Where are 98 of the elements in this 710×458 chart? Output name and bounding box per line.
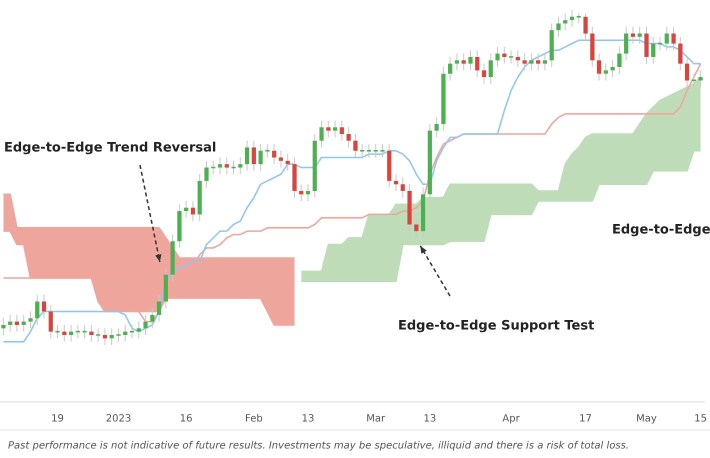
candlestick [89,324,94,342]
candlestick [218,156,222,175]
candlestick [96,328,100,342]
candlestick [76,324,80,339]
candlestick [576,12,581,24]
x-tick-label: 15 [694,414,707,425]
candlestick [143,314,148,336]
candlestick [62,324,66,342]
x-tick-label: Feb [244,414,263,425]
candlestick [563,12,568,31]
candlestick [596,53,602,81]
candlestick [340,120,344,142]
candlestick [42,294,46,319]
candlestick [468,50,473,71]
candlestick [48,304,53,339]
candlestick [231,160,236,175]
candlestick [35,294,40,326]
candlestick [346,126,351,148]
candlestick [583,12,588,41]
x-tick-label: May [636,414,657,425]
candlestick [610,60,615,78]
candlestick [394,174,398,192]
candlestick [678,36,682,71]
x-tick-label: 13 [423,414,436,425]
candlestick [630,26,636,44]
candlestick [238,156,242,175]
x-tick-label: 13 [302,414,314,425]
candlestick [22,314,26,332]
candlestick [671,26,676,51]
candlestick [299,184,304,202]
candlestick [306,184,310,202]
candlestick [252,140,256,172]
candlestick [366,144,372,158]
candlestick [698,70,703,88]
x-tick-label: Apr [502,414,521,425]
candlestick [448,56,452,81]
candlestick [508,50,514,64]
candlestick [651,36,656,64]
candlestick [224,156,229,175]
candlestick [1,318,6,336]
candlestick [684,56,690,88]
candlestick [326,120,330,138]
candlestick [502,46,506,64]
candlestick [272,144,276,165]
candlestick [184,200,188,218]
candlestick [462,53,466,71]
candlestick [644,26,649,64]
annotation: Edge-to-Edge Support Test [398,318,594,334]
candlestick [516,50,520,68]
candlestick [116,328,121,342]
candlestick [434,116,439,138]
candlestick [82,324,87,339]
candlestick [488,53,493,84]
candlestick [664,26,669,51]
candlestick [658,36,662,51]
candlestick [265,144,270,158]
candlestick [353,134,358,158]
candlestick [244,140,250,172]
candlestick [130,324,134,339]
candlestick [374,144,378,158]
candlestick [638,26,642,44]
candlestick [400,177,405,198]
candlestick [258,144,263,172]
x-tick-label: 16 [180,414,193,425]
candlestick [380,144,385,158]
candlestick [278,150,284,168]
candlestick [624,26,628,61]
candlestick [14,314,20,332]
x-tick-label: 2023 [106,414,132,425]
x-tick-label: 19 [51,414,64,425]
candlestick [204,160,209,188]
candlestick [211,160,216,175]
candlestick [136,321,141,339]
x-tick-label: 17 [579,414,592,425]
candlestick [123,324,128,342]
candlestick [414,217,418,238]
candlestick [482,63,486,84]
candlestick [190,200,196,222]
candlestick [475,50,480,78]
annotation: Edge-to-Edge [612,222,710,238]
candlestick [8,314,12,332]
candlestick [556,16,561,38]
candlestick [110,328,114,346]
candlestick [495,46,500,68]
candlestick [604,63,608,81]
candlestick [55,324,60,339]
candlestick [156,294,162,322]
candlestick [360,144,364,158]
candlestick [617,46,622,74]
annotation: Edge-to-Edge Trend Reversal [4,140,216,156]
candlestick [68,324,74,342]
text: Past performance is not indicative of future results. Investments may be speculative, illiquid and there is a risk of total loss. [8,440,629,452]
candlestick [319,120,324,148]
candlestick [286,154,290,172]
candlestick [692,73,696,88]
candlestick [102,328,108,346]
candlestick [150,308,154,329]
x-tick-label: Mar [366,414,386,425]
